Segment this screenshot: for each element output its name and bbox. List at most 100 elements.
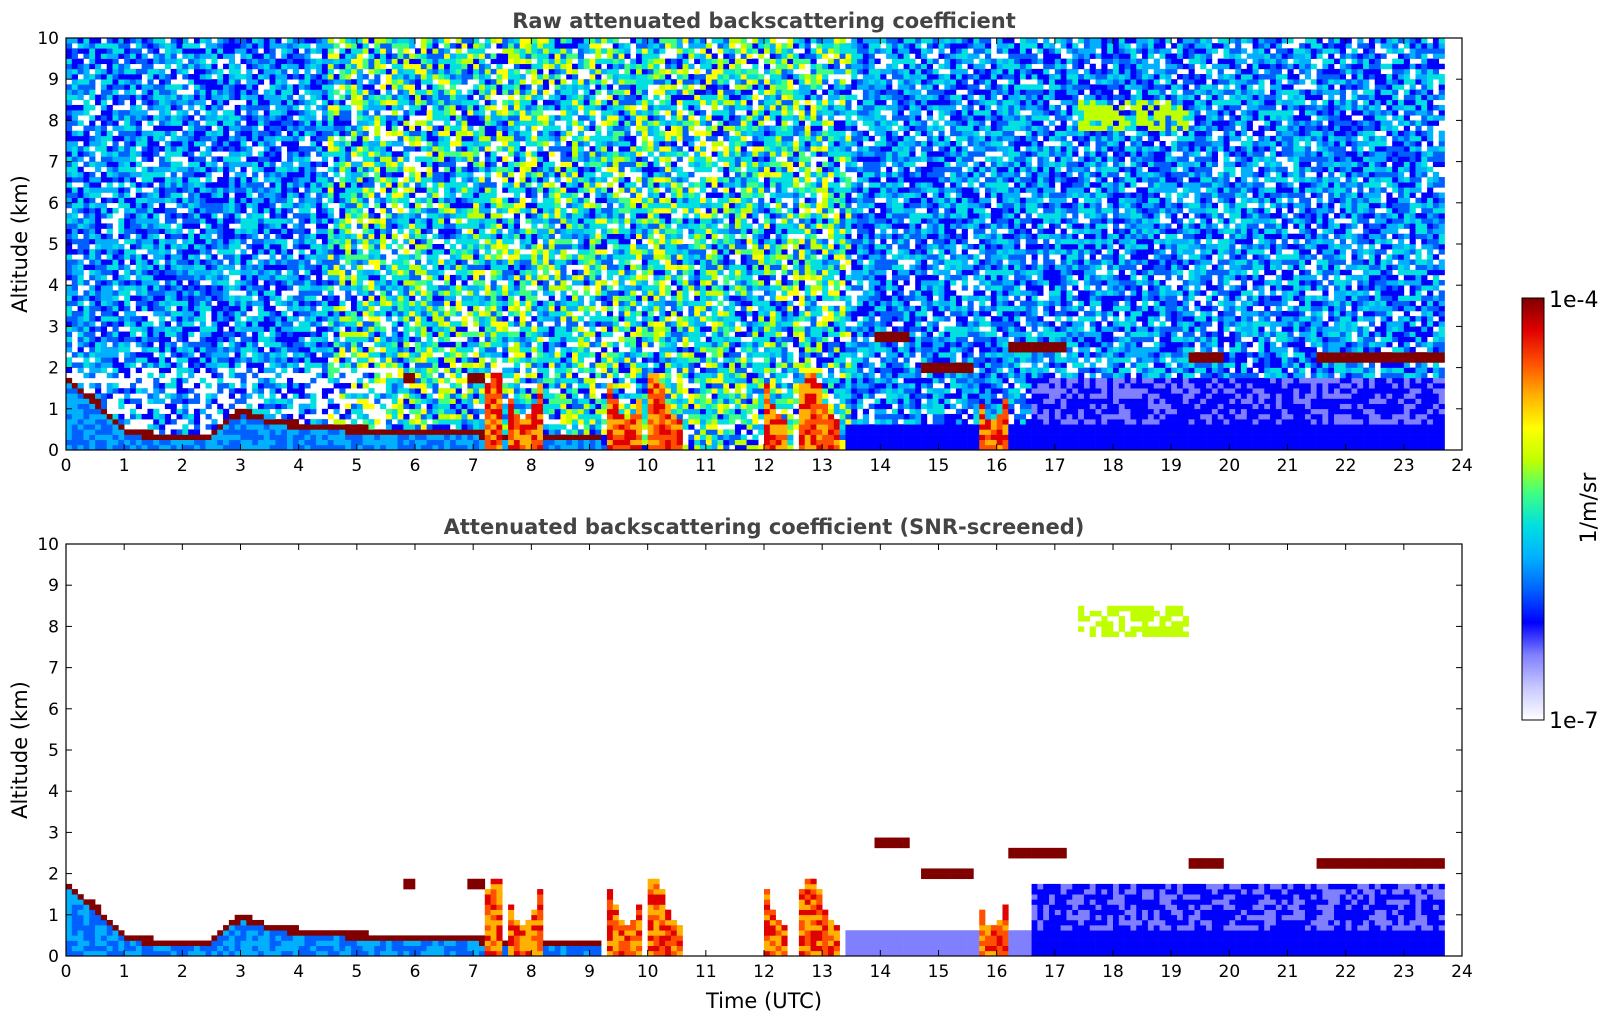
heatmap-cell [141, 274, 148, 281]
heatmap-cell [327, 310, 334, 317]
heatmap-cell [374, 429, 381, 435]
heatmap-cell [333, 341, 340, 348]
heatmap-cell [223, 357, 230, 363]
heatmap-cell [141, 84, 148, 90]
heatmap-cell [66, 233, 73, 240]
heatmap-cell [234, 182, 241, 188]
heatmap-cell [461, 367, 468, 374]
heatmap-cell [275, 249, 282, 255]
heatmap-cell [380, 233, 387, 240]
heatmap-cell [351, 285, 358, 291]
heatmap-cell [89, 135, 96, 142]
heatmap-cell [397, 352, 404, 358]
heatmap-cell [327, 347, 334, 353]
heatmap-cell [257, 187, 265, 193]
heatmap-cell [106, 151, 113, 157]
heatmap-cell [159, 192, 166, 198]
heatmap-cell [310, 264, 317, 271]
heatmap-cell [391, 300, 398, 307]
heatmap-cell [490, 89, 497, 95]
heatmap-cell [89, 192, 96, 198]
heatmap-cell [403, 434, 410, 440]
heatmap-cell [333, 187, 340, 193]
heatmap-cell [467, 424, 474, 430]
heatmap-cell [71, 439, 78, 446]
heatmap-cell [106, 84, 113, 90]
heatmap-cell [135, 352, 142, 358]
heatmap-cell [415, 68, 422, 75]
heatmap-cell [298, 274, 305, 281]
heatmap-cell [89, 89, 96, 95]
heatmap-cell [467, 213, 474, 219]
heatmap-cell [385, 74, 393, 80]
heatmap-cell [473, 331, 480, 337]
heatmap-cell [310, 377, 317, 384]
heatmap-cell [409, 99, 416, 106]
heatmap-cell [153, 177, 160, 183]
heatmap-cell [496, 352, 503, 358]
heatmap-cell [345, 141, 352, 147]
heatmap-cell [292, 171, 299, 178]
heatmap-cell [432, 192, 439, 198]
heatmap-cell [426, 161, 433, 168]
heatmap-cell [223, 434, 230, 440]
heatmap-cell [66, 104, 73, 111]
heatmap-cell [246, 38, 253, 44]
heatmap-cell [124, 249, 131, 255]
heatmap-cell [147, 290, 154, 296]
heatmap-cell [298, 310, 305, 317]
heatmap-cell [211, 187, 218, 193]
heatmap-cell [234, 238, 241, 245]
heatmap-cell [287, 357, 294, 363]
heatmap-cell [205, 336, 212, 343]
heatmap-cell [287, 336, 294, 343]
heatmap-cell [193, 84, 201, 90]
heatmap-cell [176, 280, 183, 286]
heatmap-cell [345, 166, 352, 173]
heatmap-cell [444, 130, 451, 137]
heatmap-cell [362, 269, 369, 276]
heatmap-cell [304, 68, 311, 75]
heatmap-cell [83, 110, 90, 116]
heatmap-cell [263, 280, 270, 286]
heatmap-cell [438, 202, 445, 209]
heatmap-cell [333, 125, 340, 131]
heatmap-cell [397, 316, 404, 322]
heatmap-cell [368, 326, 375, 332]
heatmap-cell [374, 63, 381, 70]
heatmap-cell [415, 63, 422, 70]
heatmap-cell [496, 223, 503, 229]
heatmap-cell [426, 285, 433, 291]
heatmap-cell [252, 352, 259, 358]
heatmap-cell [205, 413, 212, 420]
heatmap-cell [438, 228, 445, 234]
heatmap-cell [159, 166, 166, 173]
heatmap-cell [205, 403, 212, 410]
heatmap-cell [223, 316, 230, 322]
heatmap-cell [182, 94, 189, 101]
heatmap-cell [182, 290, 189, 296]
heatmap-cell [71, 197, 78, 204]
heatmap-cell [415, 336, 422, 343]
heatmap-cell [298, 182, 305, 188]
heatmap-cell [397, 141, 404, 147]
heatmap-cell [287, 166, 294, 173]
heatmap-cell [327, 94, 334, 101]
heatmap-cell [234, 89, 241, 95]
heatmap-cell [345, 295, 352, 301]
heatmap-cell [298, 110, 305, 116]
heatmap-cell [467, 177, 474, 183]
heatmap-cell [159, 264, 166, 271]
heatmap-cell [66, 264, 73, 271]
heatmap-cell [391, 444, 398, 450]
heatmap-cell [275, 135, 282, 142]
heatmap-cell [409, 398, 416, 404]
heatmap-cell [327, 151, 334, 157]
heatmap-cell [129, 362, 137, 368]
heatmap-cell [135, 274, 142, 281]
heatmap-cell [240, 166, 247, 173]
heatmap-cell [409, 264, 416, 271]
heatmap-cell [327, 388, 334, 394]
heatmap-cell [176, 336, 183, 343]
heatmap-cell [490, 151, 497, 157]
